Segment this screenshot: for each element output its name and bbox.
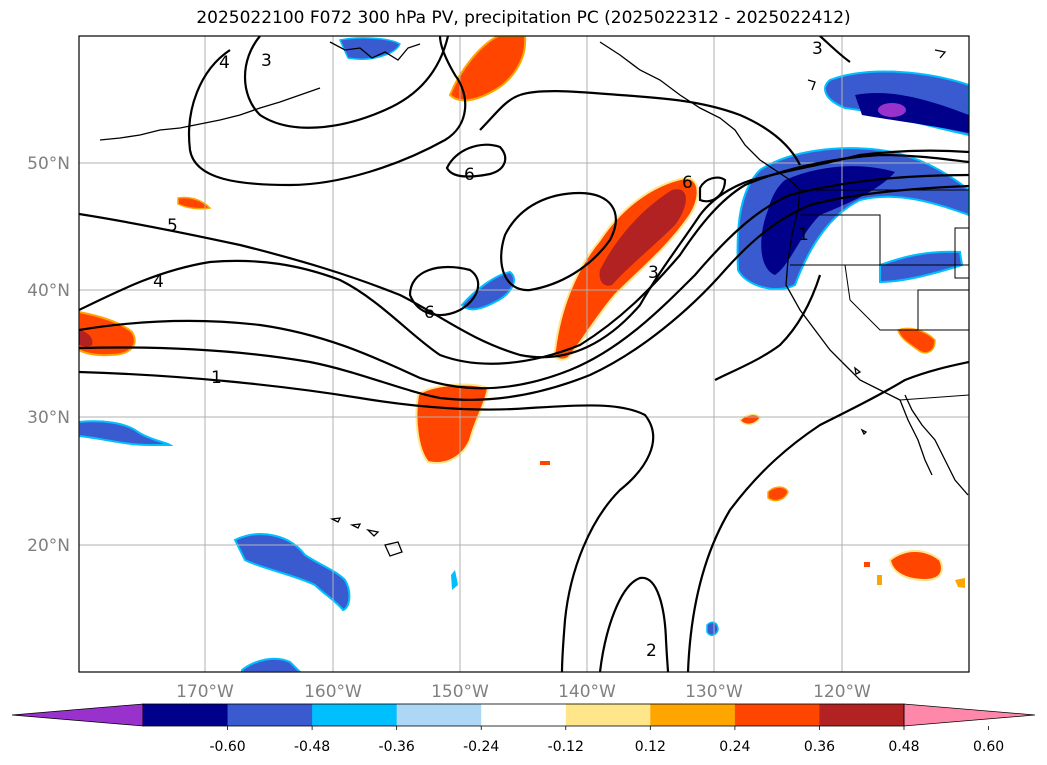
lon-label: 160°W	[304, 682, 362, 702]
colorbar-segment	[227, 704, 313, 726]
contour-label: 5	[167, 216, 178, 236]
colorbar-segment	[565, 704, 651, 726]
islands	[329, 366, 868, 557]
contour-label: 6	[424, 303, 435, 323]
contour-label: 1	[798, 225, 809, 245]
colorbar-segment	[143, 704, 229, 726]
colorbar-segment	[650, 704, 736, 726]
colorbar-tick-label: 0.48	[888, 739, 919, 755]
colorbar-segment	[312, 704, 398, 726]
colorbar-tick-label: -0.48	[294, 739, 330, 755]
contour-label: 1	[211, 368, 222, 388]
gridlines	[79, 36, 969, 672]
contour-label: 3	[812, 39, 823, 59]
colorbar-tick-label: -0.36	[379, 739, 415, 755]
colorbar-tick-label: 0.24	[719, 739, 750, 755]
latitude-labels: 50°N 40°N 30°N 20°N	[27, 154, 70, 556]
lat-label: 50°N	[27, 154, 70, 174]
positive-precip-areas	[79, 36, 965, 588]
colorbar-segment	[481, 704, 567, 726]
longitude-labels: 170°W 160°W 150°W 140°W 130°W 120°W	[176, 682, 871, 702]
colorbar-tick-label: -0.24	[463, 739, 499, 755]
colorbar-extend-high	[903, 703, 1036, 727]
colorbar-tick-label: -0.60	[209, 739, 245, 755]
colorbar-tick-label: 0.36	[804, 739, 835, 755]
contour-label: 6	[464, 165, 475, 185]
colorbar-segment	[396, 704, 482, 726]
contour-label: 6	[682, 173, 693, 193]
map-frame	[78, 35, 970, 673]
lat-label: 20°N	[27, 536, 70, 556]
colorbar-segment	[734, 704, 820, 726]
coastlines	[99, 41, 969, 496]
lon-label: 140°W	[558, 682, 616, 702]
state-borders	[790, 189, 969, 401]
lon-label: 130°W	[685, 682, 743, 702]
contour-label: 2	[646, 641, 657, 661]
colorbar-tick-label: 0.60	[973, 739, 1004, 755]
contour-label: 3	[648, 263, 659, 283]
lon-label: 120°W	[813, 682, 871, 702]
map-title: 2025022100 F072 300 hPa PV, precipitatio…	[196, 8, 851, 28]
lon-label: 170°W	[176, 682, 234, 702]
colorbar-tick-label: -0.12	[548, 739, 584, 755]
map-area	[79, 36, 969, 672]
colorbar-ticks: -0.60 -0.48 -0.36 -0.24 -0.12 0.12 0.24 0.36 0.4…	[209, 726, 1004, 755]
colorbar-segments	[11, 703, 1036, 727]
lat-label: 30°N	[27, 408, 70, 428]
colorbar-tick-label: 0.12	[635, 739, 666, 755]
pv-contours	[79, 36, 969, 672]
lon-label: 150°W	[431, 682, 489, 702]
colorbar-frame	[142, 703, 905, 727]
colorbar-extend-low	[11, 703, 144, 727]
colorbar: -0.60 -0.48 -0.36 -0.24 -0.12 0.12 0.24 0.36 0.4…	[11, 703, 1036, 755]
contour-label: 3	[261, 51, 272, 71]
colorbar-segment	[819, 704, 905, 726]
contour-label: 4	[153, 272, 164, 292]
contour-label: 4	[219, 53, 230, 73]
contour-labels: 4 3 3 6 5 4 6 6 3 1 1 2	[153, 39, 823, 661]
lat-label: 40°N	[27, 281, 70, 301]
